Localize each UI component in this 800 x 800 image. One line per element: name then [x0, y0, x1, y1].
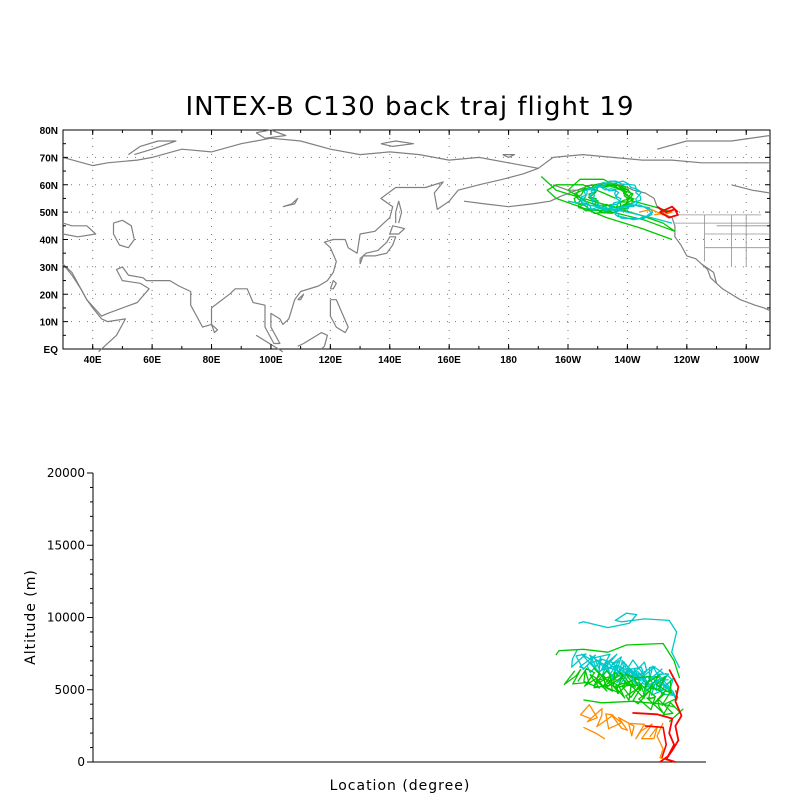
- altitude-trajectory-orange: [579, 704, 659, 740]
- coastline: [112, 219, 135, 249]
- map-lon-tick-label: 160E: [437, 355, 461, 366]
- altitude-trajectory-green: [555, 642, 681, 679]
- coastline: [282, 197, 299, 208]
- map-lat-tick-label: 20N: [40, 290, 58, 301]
- map-trajectory-green: [567, 178, 676, 232]
- coastline: [297, 293, 305, 301]
- altitude-y-tick-label: 0: [77, 755, 85, 769]
- coastline: [359, 236, 397, 265]
- coastline: [255, 129, 287, 139]
- altitude-trajectory-orange: [583, 726, 606, 740]
- altitude-trajectory-cyan: [593, 653, 669, 683]
- coastline: [297, 332, 328, 350]
- coastline: [329, 299, 349, 334]
- map-panel: EQ 10N 20N 30N 40N 50N 60N 70N 80N 40E 60E 80E 100E…: [40, 126, 771, 366]
- coastline: [656, 134, 771, 150]
- coastline: [329, 280, 337, 290]
- map-lon-tick-label: 40E: [84, 355, 102, 366]
- map-lat-tick-label: 10N: [40, 318, 58, 329]
- coastline: [701, 263, 717, 284]
- coastline: [389, 225, 406, 235]
- altitude-y-label: Altitude (m): [23, 569, 39, 665]
- coastline: [537, 154, 770, 169]
- altitude-trajectory-red: [632, 712, 675, 763]
- coastline: [255, 334, 284, 353]
- map-coastlines: [62, 129, 771, 353]
- map-lat-tick-label: EQ: [44, 345, 59, 356]
- coastline: [210, 323, 219, 334]
- map-lat-tick-label: 50N: [40, 208, 58, 219]
- map-lon-ticks: 40E 60E 80E 100E 120E 140E 160E 180 160W 140W 120W…: [62, 130, 760, 366]
- coastline: [380, 140, 415, 147]
- map-lat-tick-label: 30N: [40, 263, 58, 274]
- coastline: [62, 222, 97, 238]
- altitude-trajectory-green: [593, 667, 672, 694]
- map-lon-tick-label: 60E: [143, 355, 161, 366]
- map-trajectory-cyan: [588, 180, 643, 212]
- altitude-trajectories: [555, 612, 684, 763]
- altitude-y-ticks: 0 5000 10000 15000 20000: [47, 466, 93, 769]
- map-lon-tick-label: 140W: [614, 355, 641, 366]
- altitude-y-tick-label: 5000: [54, 683, 85, 697]
- map-grid: [63, 130, 770, 349]
- chart-title: INTEX-B C130 back traj flight 19: [185, 92, 635, 122]
- altitude-x-label: Location (degree): [330, 778, 471, 794]
- coastline: [62, 137, 539, 345]
- map-trajectories: [540, 176, 679, 241]
- altitude-y-tick-label: 15000: [47, 538, 85, 552]
- coastline: [395, 200, 403, 224]
- map-lon-tick-label: 180: [500, 355, 517, 366]
- altitude-trajectory-green: [583, 699, 676, 708]
- map-lat-tick-label: 40N: [40, 236, 58, 247]
- map-lon-tick-label: 80E: [203, 355, 221, 366]
- map-lon-tick-label: 140E: [378, 355, 402, 366]
- map-lat-tick-label: 70N: [40, 153, 58, 164]
- map-lon-tick-label: 160W: [555, 355, 582, 366]
- altitude-trajectory-red: [644, 725, 667, 758]
- altitude-y-tick-label: 20000: [47, 466, 85, 480]
- map-trajectory-red: [656, 205, 679, 219]
- map-lon-tick-label: 100W: [733, 355, 760, 366]
- coastline: [62, 263, 126, 353]
- map-trajectory-cyan: [567, 200, 673, 224]
- map-lon-tick-label: 100E: [259, 355, 283, 366]
- coastline: [731, 184, 771, 194]
- map-trajectory-cyan: [579, 184, 622, 212]
- coastline: [128, 140, 177, 156]
- map-lat-tick-label: 60N: [40, 181, 58, 192]
- map-lon-tick-label: 120W: [674, 355, 701, 366]
- altitude-panel: 0 5000 10000 15000 20000 Location (degree) A…: [23, 466, 706, 794]
- altitude-y-tick-label: 10000: [47, 611, 85, 625]
- map-lon-tick-label: 120E: [319, 355, 343, 366]
- map-lat-tick-label: 80N: [40, 126, 58, 137]
- coastline: [502, 154, 516, 158]
- map-lat-ticks: EQ 10N 20N 30N 40N 50N 60N 70N 80N: [40, 126, 770, 356]
- coastline: [463, 189, 578, 208]
- altitude-trajectory-cyan: [578, 612, 681, 669]
